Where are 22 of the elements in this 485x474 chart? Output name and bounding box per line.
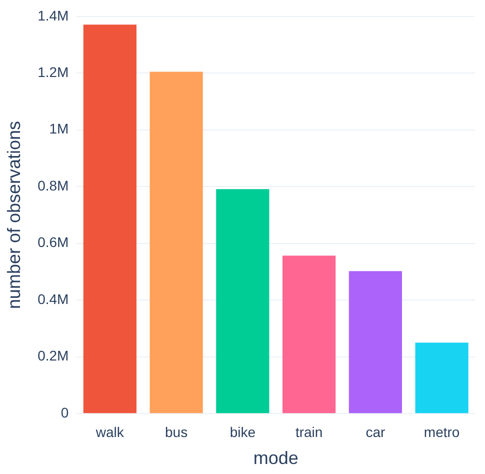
y-tick-label: 0.6M <box>38 234 69 250</box>
y-tick-label: 0.8M <box>38 177 69 194</box>
y-tick-label: 1.2M <box>38 64 69 80</box>
y-tick-label: 1.4M <box>38 7 69 24</box>
bar <box>348 271 402 414</box>
y-axis-title: number of observations <box>4 120 24 310</box>
x-tick-label: bus <box>165 424 188 440</box>
x-tick-label: car <box>366 424 386 440</box>
y-tick-label: 1M <box>49 120 69 137</box>
y-tick-label: 0.4M <box>38 290 69 307</box>
bar <box>415 342 468 414</box>
bar <box>150 72 203 414</box>
bar <box>282 256 336 414</box>
bar <box>83 24 136 414</box>
x-tick-label: metro <box>424 424 460 440</box>
x-axis-title: mode <box>253 448 298 468</box>
bar <box>216 189 270 414</box>
x-tick-label: walk <box>94 424 125 440</box>
y-tick-label: 0 <box>60 404 69 420</box>
x-tick-label: train <box>295 424 323 440</box>
y-tick-label: 0.2M <box>38 348 69 364</box>
x-tick-label: bike <box>230 424 256 440</box>
